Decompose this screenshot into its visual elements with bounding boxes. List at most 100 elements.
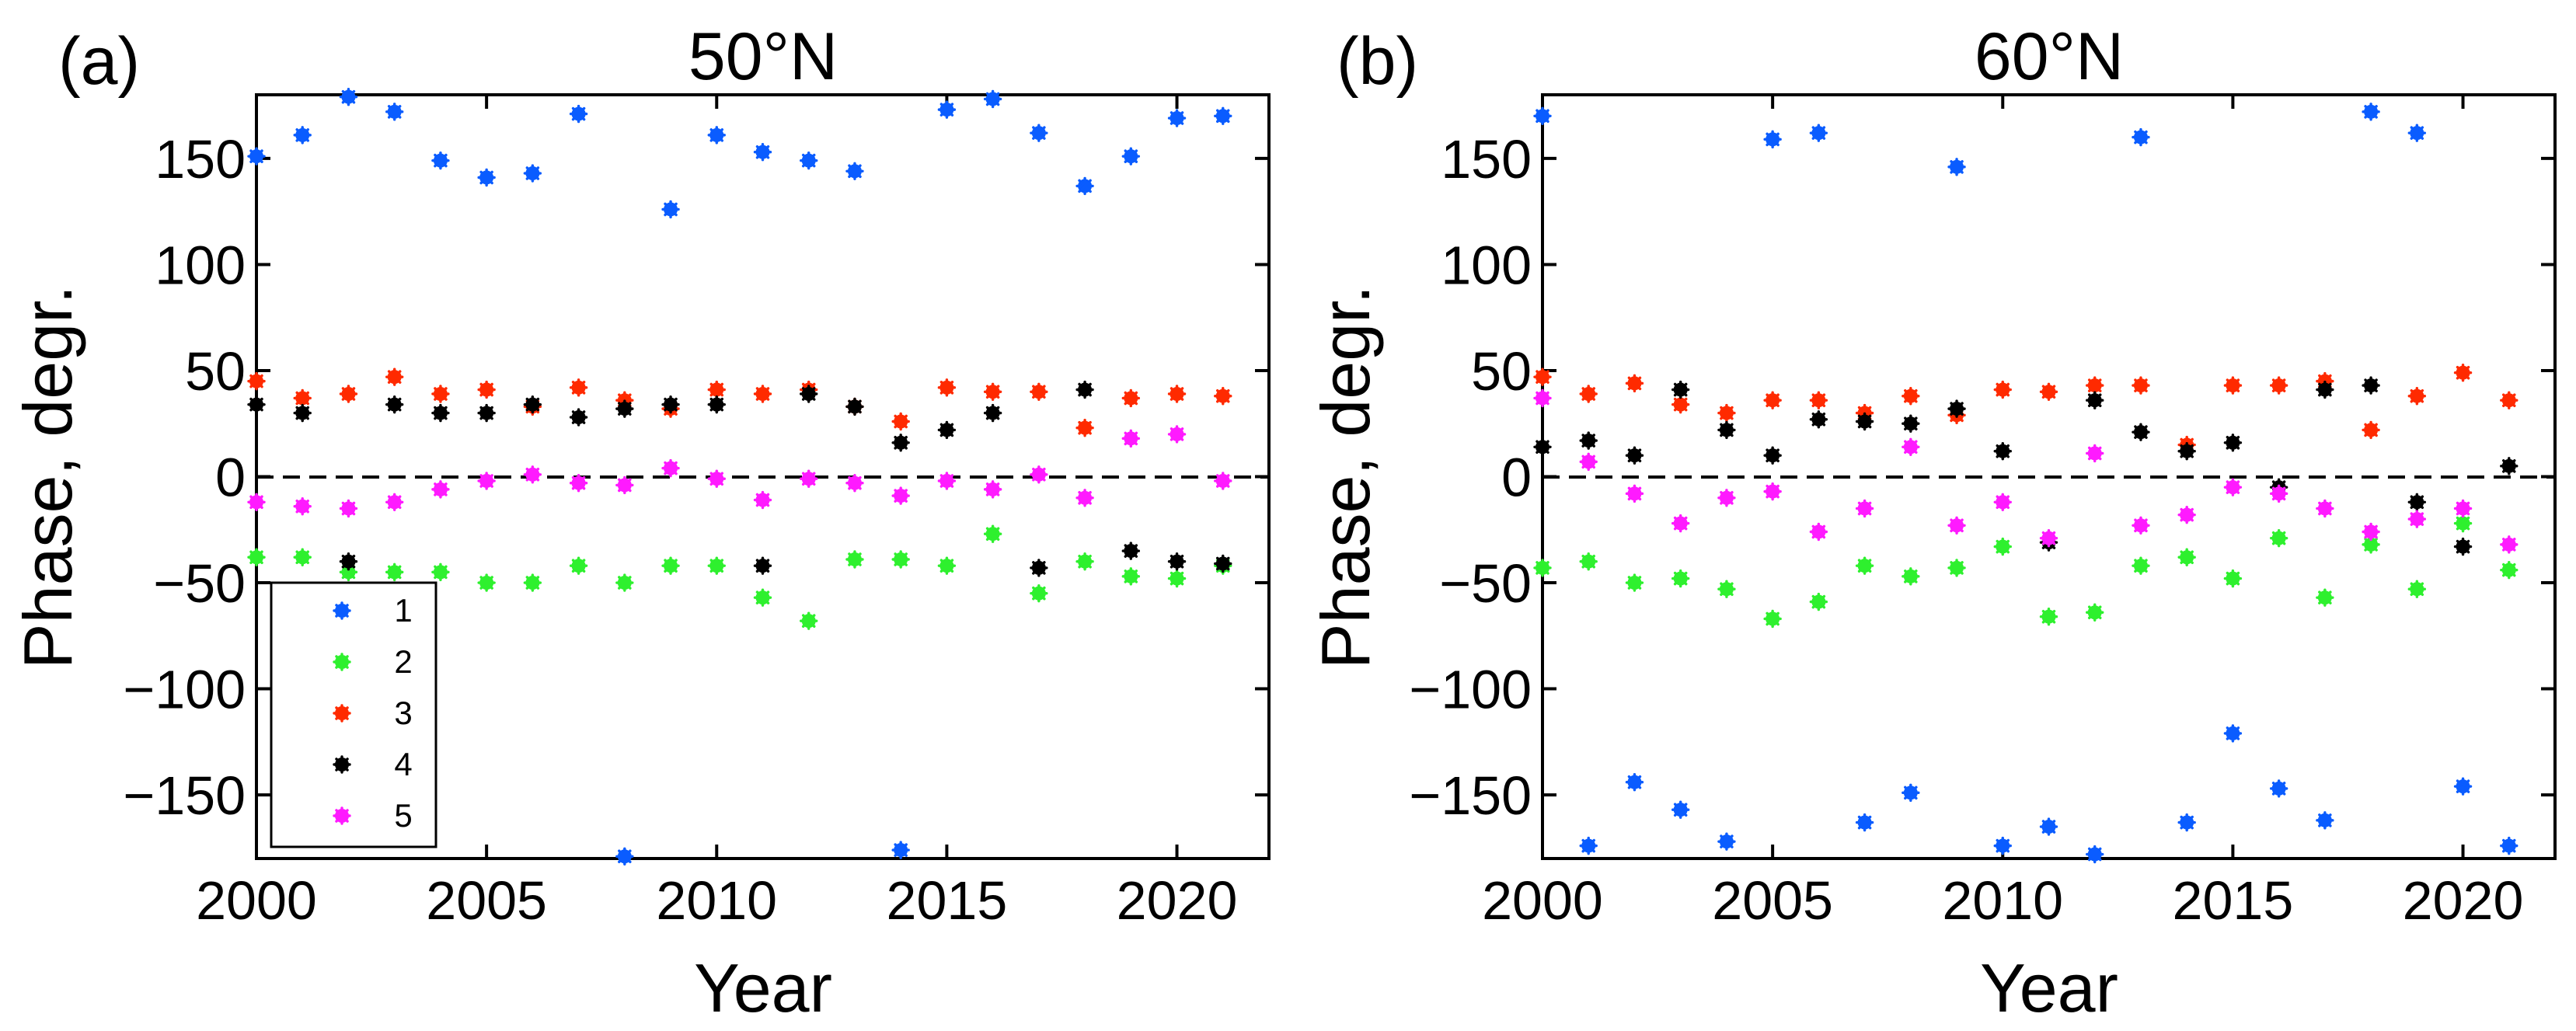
panel-a-point-series-3 (247, 371, 266, 391)
panel-b-title: 60°N (1975, 19, 2124, 94)
panel-b-point-series-5 (2362, 522, 2380, 542)
panel-a-point-series-1 (891, 841, 910, 859)
panel-a-point-series-4 (1167, 552, 1187, 571)
panel-a-point-series-3 (1075, 418, 1094, 437)
panel-b-point-series-3 (2269, 376, 2288, 395)
panel-b-x-axis-label: Year (1980, 949, 2118, 1026)
panel-b-point-series-5 (1763, 482, 1782, 501)
panel-b-point-series-4 (2362, 376, 2380, 395)
panel-b-point-series-2 (2362, 535, 2380, 554)
panel-b-point-series-1 (1717, 832, 1736, 851)
panel-b-point-series-2 (1901, 567, 1920, 586)
panel-b-point-series-1 (2269, 779, 2288, 798)
panel-b-point-series-1 (2086, 845, 2104, 864)
panel-b-ytick-label: −50 (1439, 553, 1532, 614)
panel-a-x-ticks: 2000 2005 2010 2015 2020 (196, 95, 1237, 931)
panel-a-point-series-1 (800, 151, 818, 170)
panel-b-point-series-3 (2500, 391, 2518, 409)
legend-markers (333, 601, 351, 825)
panel-a-point-series-3 (431, 385, 450, 403)
panel-b-point-series-4 (1855, 412, 1874, 431)
panel-a-point-series-2 (1075, 552, 1094, 571)
panel-a-point-series-1 (431, 151, 450, 170)
panel-b-ytick-label: −100 (1409, 660, 1532, 720)
panel-b-point-series-1 (1625, 773, 1644, 792)
legend-marker-2 (333, 653, 351, 671)
panel-a-point-series-3 (385, 367, 404, 386)
panel-b-point-series-5 (1625, 484, 1644, 503)
panel-b-point-series-5 (1671, 514, 1690, 533)
panel-b-xtick-label: 2000 (1482, 870, 1603, 931)
panel-b-xtick-label: 2005 (1712, 870, 1833, 931)
panel-b-point-series-3 (1809, 391, 1828, 409)
panel-a-point-series-1 (293, 126, 312, 145)
panel-a-point-series-5 (845, 473, 864, 493)
panel-a-point-series-3 (937, 378, 957, 397)
panel-a-point-series-2 (891, 550, 910, 569)
panel-b-point-series-2 (2407, 580, 2427, 598)
panel-b-point-series-5 (2500, 535, 2518, 554)
panel-b-point-series-3 (1763, 391, 1782, 409)
panel-a-point-series-4 (1030, 559, 1048, 577)
panel-b-point-series-4 (2223, 434, 2243, 452)
panel-a-ytick-label: −150 (123, 765, 246, 826)
panel-b-point-series-4 (2086, 391, 2104, 409)
panel-a-point-series-5 (293, 497, 312, 516)
panel-a-ytick-label: −50 (153, 553, 246, 614)
panel-a-point-series-5 (523, 465, 542, 484)
panel-a-point-series-1 (1075, 176, 1094, 196)
panel-a-ytick-label: −100 (123, 660, 246, 720)
panel-b-point-series-5 (2039, 528, 2058, 548)
panel-b: 150 100 50 0 −50 −100 −150 2000 2005 2010 2015 202… (1307, 19, 2557, 1026)
panel-b-point-series-5 (2407, 510, 2427, 528)
panel-a-y-ticks: 150 100 50 0 −50 −100 −150 (123, 129, 1269, 826)
panel-b-point-series-1 (2177, 813, 2196, 832)
panel-b-ytick-label: 50 (1471, 341, 1532, 402)
panel-a-point-series-3 (339, 385, 358, 403)
panel-a-xtick-label: 2020 (1117, 870, 1238, 931)
panel-a-point-series-3 (1030, 382, 1048, 401)
legend-label-5: 5 (394, 797, 412, 834)
panel-b-point-series-4 (1533, 437, 1552, 456)
panel-a-point-series-1 (615, 847, 634, 866)
panel-b-point-series-1 (1901, 783, 1920, 803)
panel-a-point-series-1 (1121, 147, 1141, 165)
panel-a-point-series-4 (339, 552, 358, 571)
panel-a-point-series-1 (661, 200, 680, 219)
panel-b-point-series-3 (1671, 395, 1690, 414)
panel-a-point-series-1 (753, 143, 772, 162)
panel-b-point-series-3 (2362, 420, 2380, 440)
panel-a-point-series-5 (661, 458, 680, 478)
panel-a-xtick-label: 2005 (426, 870, 547, 931)
panel-b-point-series-3 (1993, 380, 2012, 399)
legend-label-4: 4 (394, 746, 412, 782)
panel-b-ytick-label: 0 (1501, 448, 1532, 508)
panel-b-point-series-3 (2453, 364, 2473, 382)
panel-a-point-series-1 (247, 147, 266, 165)
panel-a-point-series-2 (477, 573, 496, 592)
panel-b-point-series-2 (2132, 556, 2150, 575)
panel-b-point-series-2 (2316, 588, 2334, 607)
panel-b-point-series-4 (1947, 399, 1966, 418)
panel-b-point-series-4 (1763, 446, 1782, 465)
panel-a-point-series-5 (1030, 465, 1048, 484)
panel-a-point-series-5 (385, 493, 404, 511)
panel-b-point-series-3 (2039, 382, 2058, 401)
panel-b-point-series-5 (2453, 499, 2473, 518)
panel-b-point-series-5 (1901, 437, 1920, 456)
panel-b-point-series-3 (1901, 387, 1920, 406)
panel-a-points (247, 88, 1232, 866)
panel-b-ytick-label: −150 (1409, 765, 1532, 826)
panel-a-point-series-1 (477, 168, 496, 187)
panel-b-point-series-2 (2500, 560, 2518, 580)
panel-b-letter: (b) (1337, 24, 1418, 99)
panel-a-point-series-5 (1121, 429, 1141, 448)
panel-b-point-series-5 (2316, 499, 2334, 518)
panel-a-point-series-1 (1030, 124, 1048, 142)
panel-b-point-series-1 (1763, 130, 1782, 149)
panel-b-points (1533, 103, 2518, 864)
panel-b-point-series-3 (2132, 376, 2150, 395)
panel-a-point-series-2 (753, 588, 772, 607)
panel-a-point-series-5 (247, 493, 266, 511)
panel-a-point-series-4 (845, 397, 864, 416)
